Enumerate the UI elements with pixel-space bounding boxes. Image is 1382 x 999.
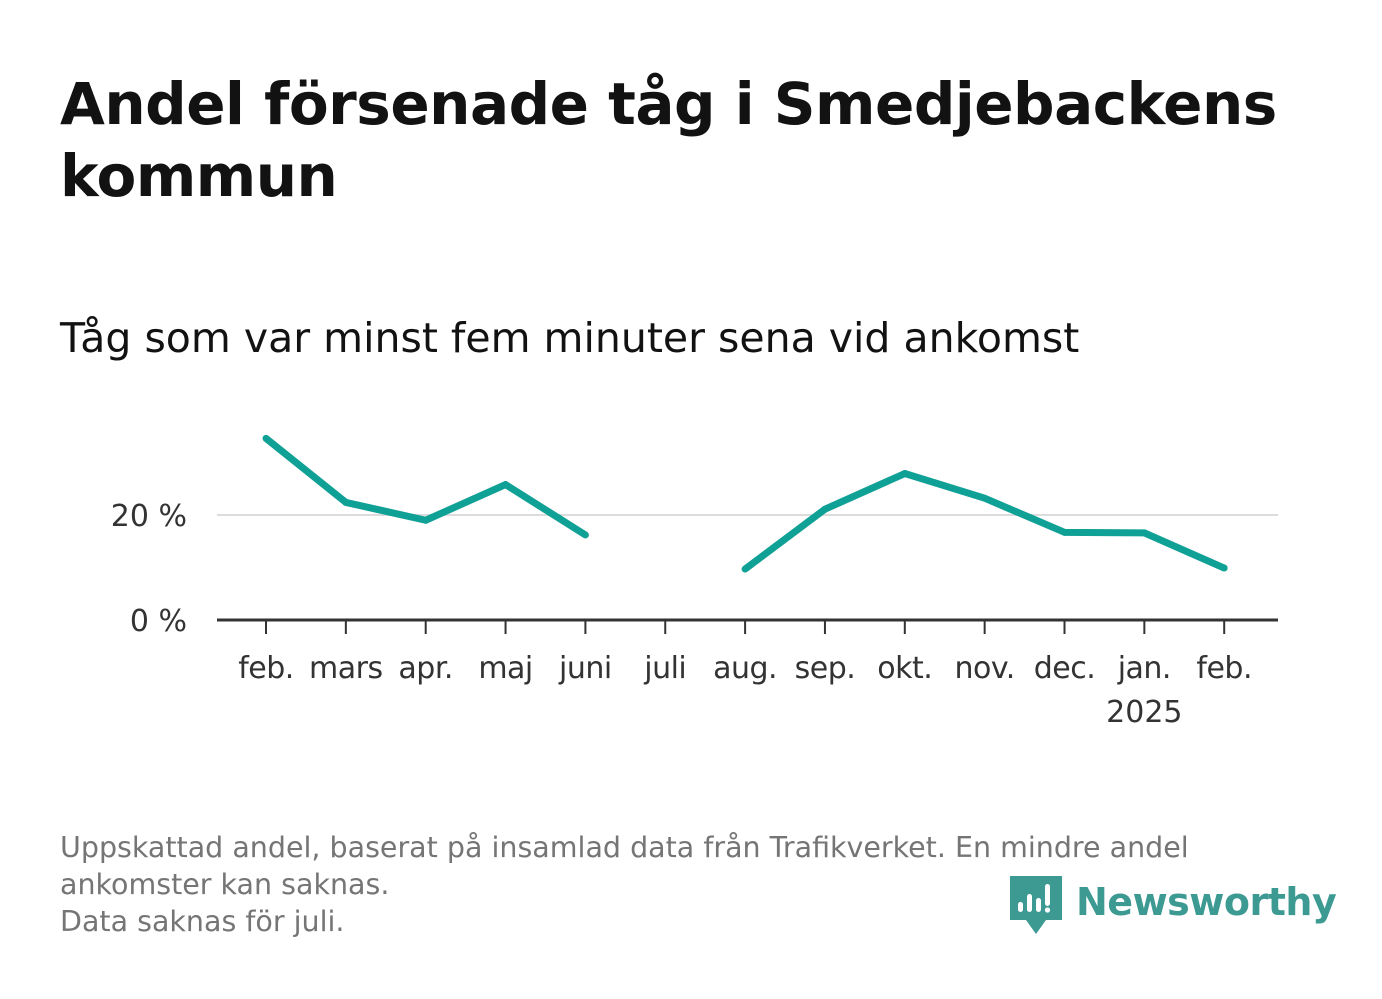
data-point [422, 516, 430, 524]
data-point [581, 531, 589, 539]
x-tick-label: feb. [1196, 651, 1252, 686]
y-tick-label: 0 % [130, 604, 187, 639]
data-point [981, 494, 989, 502]
x-tick-label: nov. [954, 651, 1014, 686]
brand-name: Newsworthy [1076, 880, 1337, 924]
brand: Newsworthy [1010, 876, 1337, 940]
x-tick-label: juli [643, 651, 686, 686]
data-point [1220, 564, 1228, 572]
x-tick-label: mars [309, 651, 383, 686]
footer-line-1: Uppskattad andel, baserat på insamlad da… [60, 831, 1189, 864]
y-tick-label: 20 % [111, 499, 187, 534]
data-point [1061, 528, 1068, 536]
y-axis-ticks: 0 % 20 % [111, 499, 187, 639]
newsworthy-logo-icon [1010, 876, 1062, 934]
series-line-segment-2 [743, 470, 1226, 572]
x-tick-label: maj [478, 651, 532, 686]
data-point [262, 434, 270, 442]
x-tick-label: feb. [238, 651, 294, 686]
x-tick-label: dec. [1034, 651, 1096, 686]
x-tick-label: jan. [1117, 651, 1171, 686]
footer-note: Uppskattad andel, baserat på insamlad da… [60, 829, 1310, 940]
footer-line-3: Data saknas för juli. [60, 905, 345, 938]
data-point [1140, 529, 1148, 537]
chart-subtitle: Tåg som var minst fem minuter sena vid a… [60, 314, 1080, 362]
x-tick-label: sep. [795, 651, 856, 686]
x-year-label: 2025 [1106, 695, 1182, 730]
series-layer [262, 434, 1228, 573]
data-point [821, 505, 829, 513]
footer-line-2: ankomster kan saknas. [60, 868, 390, 901]
x-axis-ticks: feb. mars apr. maj juni juli aug. sep. okt. nov. d… [238, 620, 1253, 730]
x-tick-label: aug. [713, 651, 777, 686]
data-point [342, 498, 350, 506]
x-tick-label: apr. [398, 651, 453, 686]
x-tick-label: juni [558, 651, 612, 686]
data-point [741, 565, 749, 573]
data-point [901, 470, 909, 478]
data-point [502, 481, 510, 489]
x-tick-label: okt. [877, 651, 932, 686]
chart-title: Andel försenade tåg i Smedjebackens komm… [60, 70, 1277, 210]
